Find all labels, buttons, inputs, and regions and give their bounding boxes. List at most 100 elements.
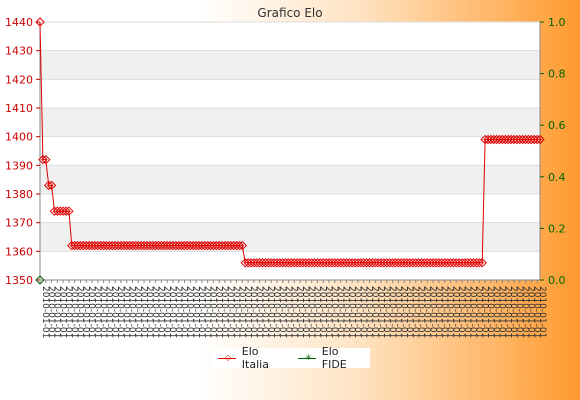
y2-tick-label: 0.6 — [548, 119, 566, 132]
x-tick-label: 2010-01-01 — [121, 286, 131, 338]
x-tick-label: 2010-01-01 — [46, 286, 56, 338]
x-tick-label: 2010-01-01 — [225, 286, 235, 338]
grid-band — [40, 50, 540, 80]
grid-band — [40, 165, 540, 194]
y-tick-label: 1430 — [5, 45, 33, 58]
y2-tick-label: 0.0 — [548, 274, 566, 287]
x-tick-label: 2010-01-01 — [242, 286, 252, 338]
x-tick-label: 2010-01-01 — [393, 286, 403, 338]
x-tick-label: 2010-01-01 — [254, 286, 264, 338]
x-tick-label: 2010-01-01 — [190, 286, 200, 338]
x-tick-label: 2010-01-01 — [497, 286, 507, 338]
x-tick-label: 2010-01-01 — [69, 286, 79, 338]
x-tick-label: 2010-01-01 — [179, 286, 189, 338]
data-point-elo-italia — [234, 240, 245, 251]
y-tick-label: 1410 — [5, 102, 33, 115]
x-tick-label: 2010-01-01 — [369, 286, 379, 338]
y-tick-label: 1370 — [5, 217, 33, 230]
x-tick-label: 2010-01-01 — [80, 286, 90, 338]
chart-title: Grafico Elo — [257, 6, 322, 20]
x-tick-label: 2010-01-01 — [491, 286, 501, 338]
y2-tick-label: 0.8 — [548, 68, 566, 81]
legend-label-elo-italia: Elo Italia — [241, 345, 269, 371]
data-point-elo-italia — [46, 180, 57, 191]
x-tick-label: 2010-01-01 — [468, 286, 478, 338]
x-tick-label: 2010-01-01 — [289, 286, 299, 338]
x-tick-label: 2010-01-01 — [456, 286, 466, 338]
x-tick-label: 2010-01-01 — [63, 286, 73, 338]
x-tick-label: 2010-01-01 — [358, 286, 368, 338]
x-tick-label: 2010-01-01 — [40, 286, 50, 338]
x-tick-label: 2010-01-01 — [231, 286, 241, 338]
x-tick-label: 2010-01-01 — [132, 286, 142, 338]
x-tick-label: 2010-01-01 — [127, 286, 137, 338]
data-point-elo-italia — [43, 180, 54, 191]
x-tick-label: 2010-01-01 — [520, 286, 530, 338]
x-tick-label: 2010-01-01 — [450, 286, 460, 338]
x-tick-label: 2010-01-01 — [312, 286, 322, 338]
data-point-elo-italia — [474, 258, 485, 268]
x-tick-label: 2010-01-01 — [508, 286, 518, 338]
y-tick-label: 1440 — [5, 16, 33, 29]
grid-band — [40, 108, 540, 137]
plot-area: 1350 1360 1370 1380 1390 1400 1410 1420 1430 1440… — [5, 16, 566, 338]
x-tick-label: 2010-01-01 — [341, 286, 351, 338]
data-point-elo-italia — [35, 17, 45, 27]
x-tick-label: 2010-01-01 — [173, 286, 183, 338]
x-tick-label: 2010-01-01 — [202, 286, 212, 338]
x-tick-label: 2010-01-01 — [283, 286, 293, 338]
legend-item-elo-italia: ◇ Elo Italia — [218, 345, 284, 371]
y2-tick-label: 0.4 — [548, 171, 566, 184]
x-tick-label: 2010-01-01 — [86, 286, 96, 338]
x-tick-label: 2010-01-01 — [422, 286, 432, 338]
legend-swatch-elo-italia: ◇ — [218, 353, 236, 363]
data-point-elo-italia — [532, 134, 542, 145]
data-point-elo-italia — [61, 206, 71, 216]
data-point-elo-italia — [41, 154, 51, 165]
x-tick-label: 2010-01-01 — [57, 286, 67, 338]
y-tick-label: 1360 — [5, 245, 33, 258]
legend-item-elo-fide: ✳ Elo FIDE — [297, 345, 362, 371]
y-tick-label: 1400 — [5, 131, 33, 144]
data-point-elo-italia — [38, 154, 48, 165]
x-tick-label: 2010-01-01 — [115, 286, 125, 338]
x-tick-label: 2010-01-01 — [531, 286, 541, 338]
x-tick-label: 2010-01-01 — [161, 286, 171, 338]
x-tick-label: 2010-01-01 — [208, 286, 218, 338]
x-tick-label: 2010-01-01 — [196, 286, 206, 338]
x-tick-label: 2010-01-01 — [144, 286, 154, 338]
x-tick-label: 2010-01-01 — [329, 286, 339, 338]
x-tick-label: 2010-01-01 — [213, 286, 223, 338]
legend: ◇ Elo Italia ✳ Elo FIDE — [212, 345, 370, 371]
x-tick-label: 2010-01-01 — [514, 286, 524, 338]
x-tick-label: 2010-01-01 — [526, 286, 536, 338]
data-point-elo-italia — [64, 206, 74, 216]
x-tick-label: 2010-01-01 — [352, 286, 362, 338]
x-tick-label: 2010-01-01 — [439, 286, 449, 338]
x-tick-label: 2010-01-01 — [156, 286, 166, 338]
x-tick-label: 2010-01-01 — [260, 286, 270, 338]
legend-label-elo-fide: Elo FIDE — [321, 345, 347, 371]
y2-tick-label: 1.0 — [548, 16, 566, 29]
x-tick-label: 2010-01-01 — [300, 286, 310, 338]
x-tick-label: 2010-01-01 — [474, 286, 484, 338]
x-tick-label: 2010-01-01 — [323, 286, 333, 338]
data-point-elo-italia — [477, 258, 487, 268]
x-tick-label: 2010-01-01 — [294, 286, 304, 338]
legend-swatch-elo-fide: ✳ — [297, 353, 316, 363]
x-tick-label: 2010-01-01 — [265, 286, 275, 338]
x-tick-label: 2010-01-01 — [398, 286, 408, 338]
y-tick-label: 1380 — [5, 188, 33, 201]
x-tick-label: 2010-01-01 — [248, 286, 258, 338]
y2-tick-label: 0.2 — [548, 222, 566, 235]
x-tick-label: 2010-01-01 — [109, 286, 119, 338]
x-tick-label: 2010-01-01 — [219, 286, 229, 338]
x-tick-label: 2010-01-01 — [416, 286, 426, 338]
x-tick-label: 2010-01-01 — [410, 286, 420, 338]
x-tick-label: 2010-01-01 — [427, 286, 437, 338]
data-point-elo-italia — [535, 134, 545, 145]
x-tick-label: 2010-01-01 — [92, 286, 102, 338]
data-point-elo-italia — [237, 240, 248, 251]
